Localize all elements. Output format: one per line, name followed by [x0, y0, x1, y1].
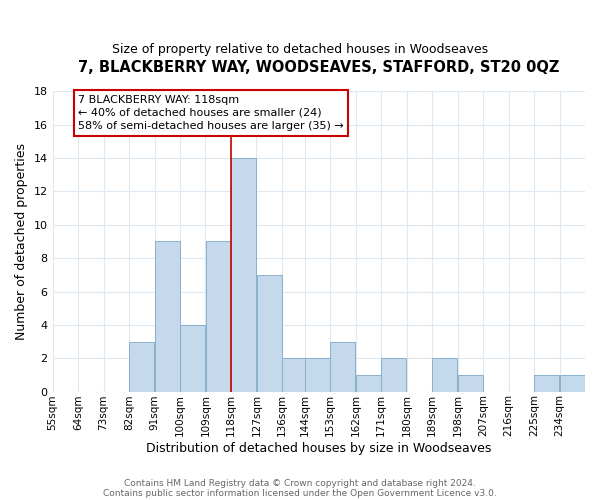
Bar — [180, 325, 205, 392]
Bar — [432, 358, 457, 392]
Text: Contains HM Land Registry data © Crown copyright and database right 2024.: Contains HM Land Registry data © Crown c… — [124, 478, 476, 488]
Bar — [356, 375, 381, 392]
Text: 7 BLACKBERRY WAY: 118sqm
← 40% of detached houses are smaller (24)
58% of semi-d: 7 BLACKBERRY WAY: 118sqm ← 40% of detach… — [78, 95, 344, 131]
Text: Size of property relative to detached houses in Woodseaves: Size of property relative to detached ho… — [112, 42, 488, 56]
Bar — [206, 242, 231, 392]
Bar — [305, 358, 330, 392]
Bar — [534, 375, 559, 392]
Bar — [155, 242, 180, 392]
Text: Contains public sector information licensed under the Open Government Licence v3: Contains public sector information licen… — [103, 488, 497, 498]
Bar — [330, 342, 355, 392]
Bar — [257, 275, 282, 392]
Bar — [129, 342, 154, 392]
Bar — [381, 358, 406, 392]
Title: 7, BLACKBERRY WAY, WOODSEAVES, STAFFORD, ST20 0QZ: 7, BLACKBERRY WAY, WOODSEAVES, STAFFORD,… — [78, 60, 559, 75]
Y-axis label: Number of detached properties: Number of detached properties — [15, 143, 28, 340]
X-axis label: Distribution of detached houses by size in Woodseaves: Distribution of detached houses by size … — [146, 442, 491, 455]
Bar — [560, 375, 585, 392]
Bar — [282, 358, 307, 392]
Bar — [231, 158, 256, 392]
Bar — [458, 375, 483, 392]
